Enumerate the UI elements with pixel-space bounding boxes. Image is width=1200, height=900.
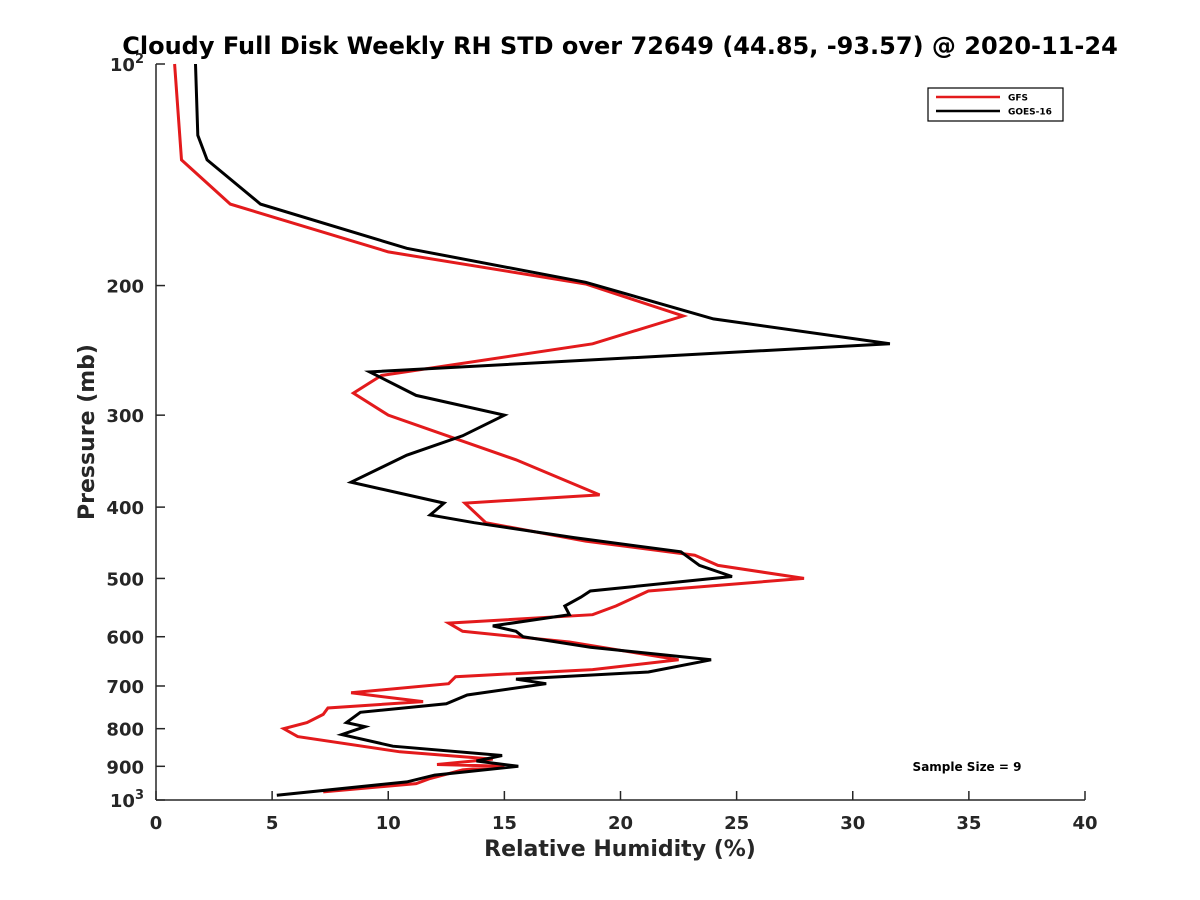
- y-axis-label: Pressure (mb): [75, 344, 100, 520]
- series-line-gfs: [173, 63, 805, 794]
- x-tick-label: 20: [608, 813, 633, 834]
- legend: GFS GOES-16: [927, 87, 1064, 122]
- y-tick-label: 103: [110, 788, 144, 812]
- x-tick-label: 40: [1072, 813, 1097, 834]
- y-tick-label: 400: [106, 498, 144, 519]
- y-tick-label: 600: [106, 628, 144, 649]
- sample-size-annotation: Sample Size = 9: [913, 760, 1022, 774]
- y-tick-label: 200: [106, 277, 144, 298]
- y-tick-label: 700: [106, 677, 144, 698]
- x-tick-label: 15: [492, 813, 517, 834]
- axes-layer: 0 5 10 15 20 25 30 35 40 102 200 300 400 500 600 700 800…: [106, 52, 1097, 834]
- y-tick-label: 900: [106, 757, 144, 778]
- series-layer: [173, 63, 891, 797]
- chart-title: Cloudy Full Disk Weekly RH STD over 7264…: [122, 32, 1118, 60]
- y-tick-label: 800: [106, 720, 144, 741]
- series-line-goes-16: [194, 63, 891, 797]
- legend-label: GOES-16: [1008, 108, 1052, 118]
- plot-area: 0 5 10 15 20 25 30 35 40 102 200 300 400 500 600 700 800…: [106, 52, 1097, 834]
- x-tick-label: 0: [150, 813, 163, 834]
- x-axis-label: Relative Humidity (%): [484, 837, 756, 862]
- legend-label: GFS: [1008, 94, 1028, 104]
- x-tick-label: 30: [840, 813, 865, 834]
- legend-box: [927, 87, 1064, 122]
- y-tick-label: 102: [110, 52, 144, 76]
- x-tick-label: 25: [724, 813, 749, 834]
- x-tick-label: 35: [956, 813, 981, 834]
- y-tick-label: 500: [106, 569, 144, 590]
- x-tick-label: 10: [376, 813, 401, 834]
- x-tick-label: 5: [266, 813, 279, 834]
- y-tick-label: 300: [106, 406, 144, 427]
